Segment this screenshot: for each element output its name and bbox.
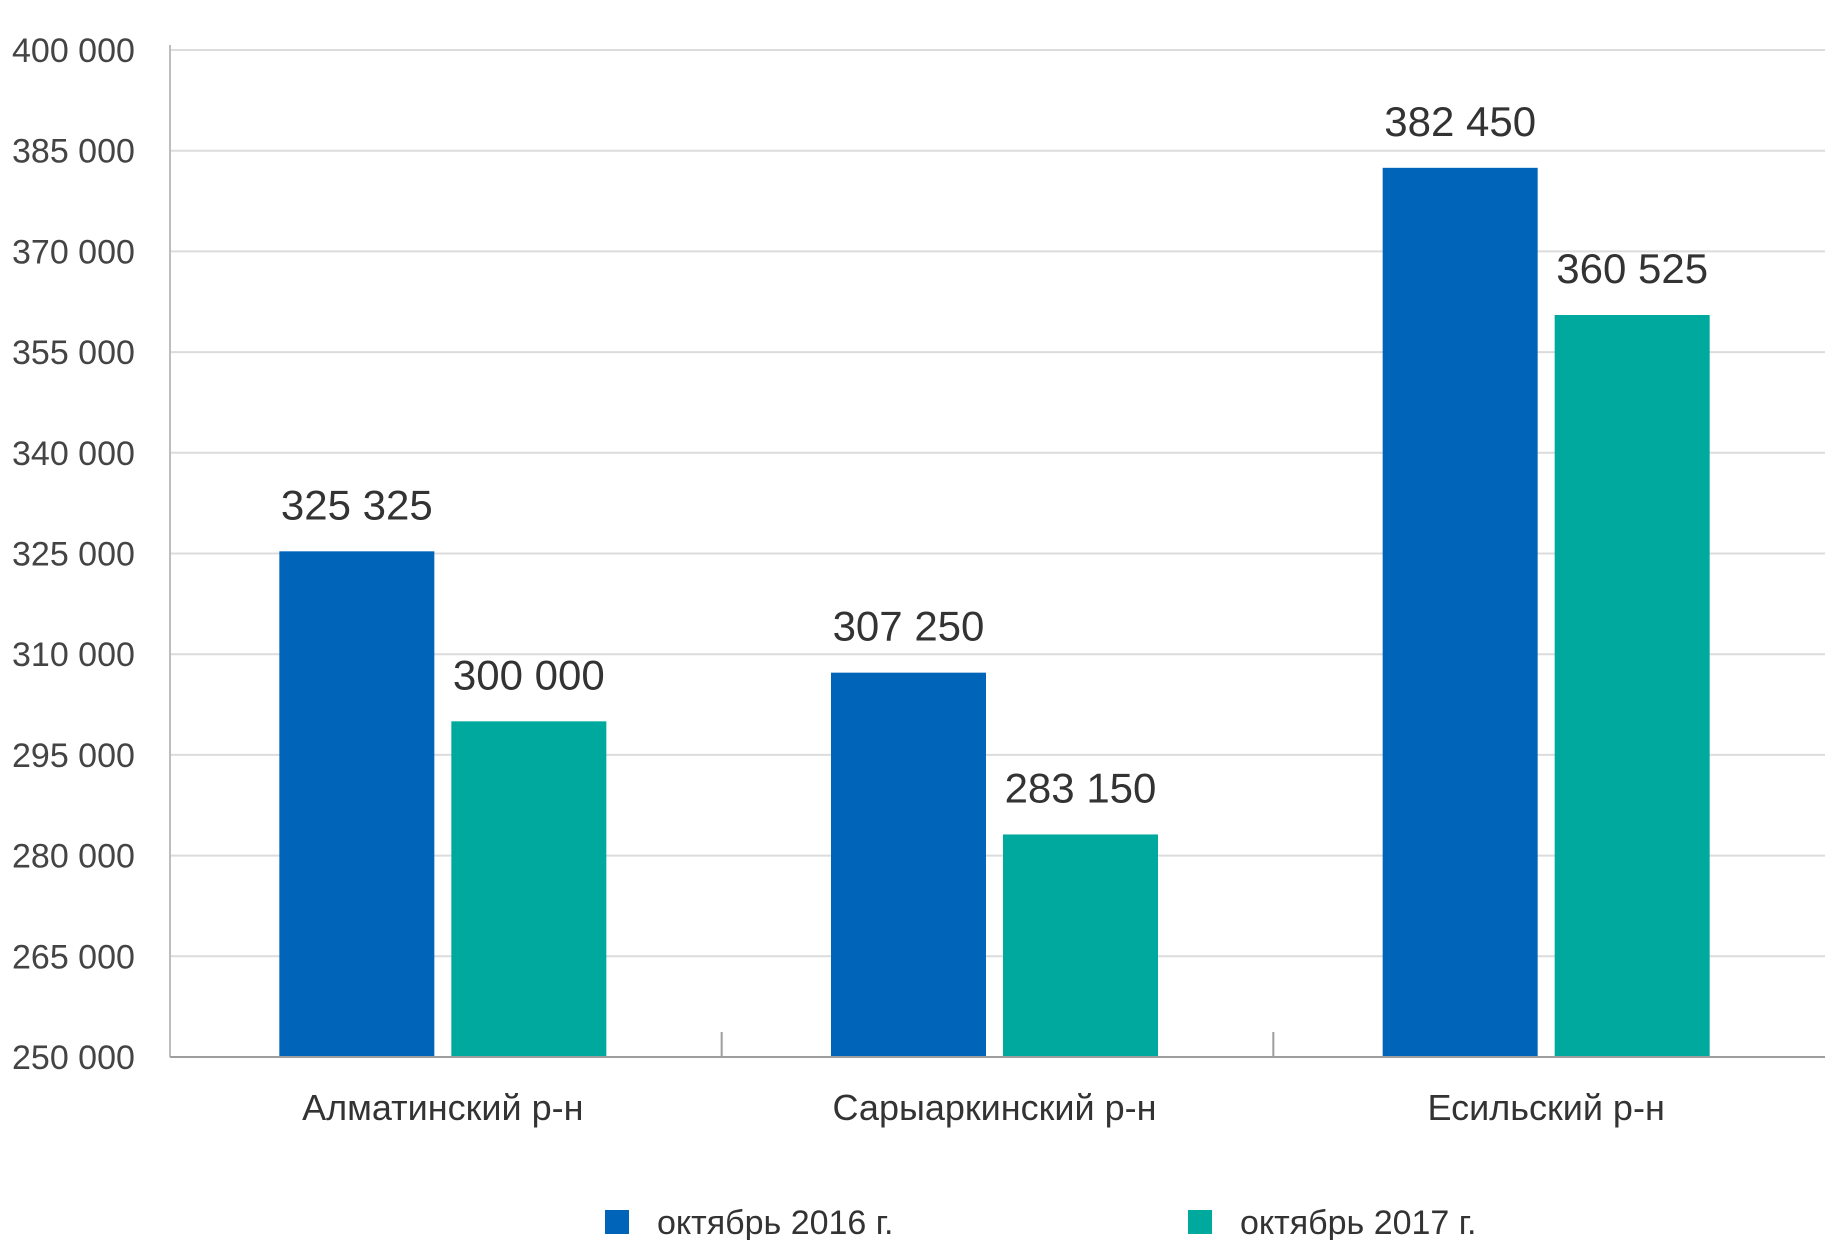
legend-swatch — [605, 1210, 629, 1234]
y-tick-label: 325 000 — [12, 536, 135, 574]
bars — [279, 167, 1710, 1058]
data-label: 307 250 — [833, 603, 985, 650]
legend-swatch — [1188, 1210, 1212, 1234]
data-label: 325 325 — [281, 481, 433, 528]
data-label: 360 525 — [1556, 245, 1708, 292]
y-tick-label: 265 000 — [12, 938, 135, 976]
data-label: 300 000 — [453, 651, 605, 698]
y-tick-label: 295 000 — [12, 737, 135, 775]
y-tick-label: 340 000 — [12, 435, 135, 473]
y-tick-label: 310 000 — [12, 636, 135, 674]
y-tick-label: 385 000 — [12, 133, 135, 171]
y-axis-ticks: 250 000 265 000 280 000 295 000 310 000 325 0… — [12, 32, 135, 1077]
data-labels: 325 325 300 000 307 250 283 150 382 450 360 5… — [281, 98, 1708, 812]
legend-label: октябрь 2016 г. — [657, 1204, 893, 1240]
category-label: Сарыаркинский р-н — [833, 1087, 1157, 1128]
legend-label: октябрь 2017 г. — [1240, 1204, 1476, 1240]
y-tick-label: 370 000 — [12, 233, 135, 271]
category-label: Алматинский р-н — [302, 1087, 583, 1128]
bar — [279, 551, 435, 1057]
bar — [1382, 167, 1538, 1058]
y-tick-label: 280 000 — [12, 838, 135, 876]
y-tick-label: 250 000 — [12, 1039, 135, 1077]
x-axis: Алматинский р-н Сарыаркинский р-н Есильски… — [169, 45, 1825, 1128]
category-label: Есильский р-н — [1427, 1087, 1664, 1128]
bar — [1554, 315, 1710, 1058]
bar — [1003, 834, 1158, 1057]
bar — [831, 672, 986, 1057]
gridlines — [170, 49, 1825, 958]
y-tick-label: 355 000 — [12, 334, 135, 372]
y-tick-label: 400 000 — [12, 32, 135, 70]
legend: октябрь 2016 г. октябрь 2017 г. — [605, 1204, 1476, 1240]
bar — [451, 721, 607, 1057]
data-label: 283 150 — [1005, 764, 1157, 811]
data-label: 382 450 — [1384, 98, 1536, 145]
